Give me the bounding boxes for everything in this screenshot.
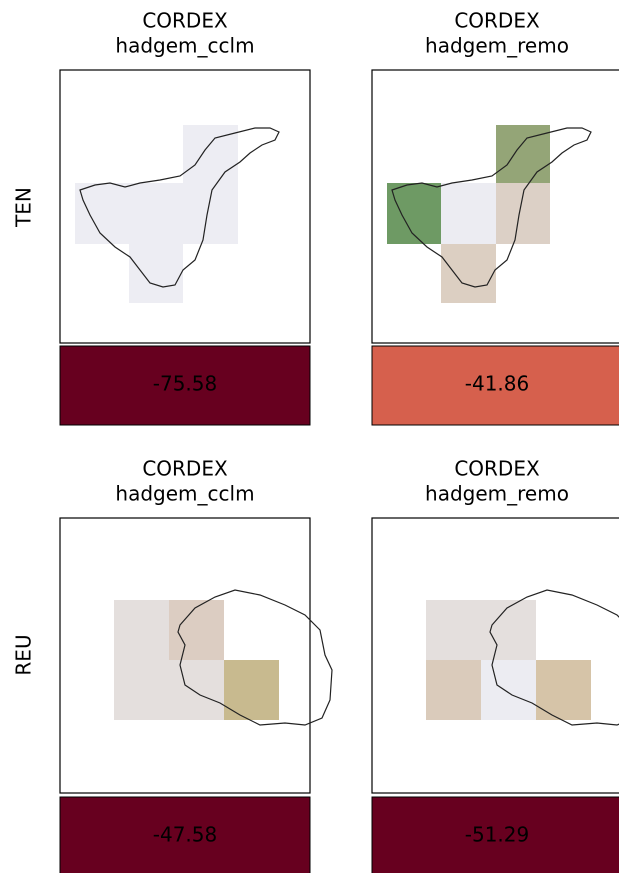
grid-cell bbox=[114, 600, 169, 660]
value-box bbox=[59, 345, 311, 426]
map bbox=[59, 69, 311, 344]
row-label: TEN bbox=[12, 187, 36, 228]
value-box bbox=[371, 796, 619, 873]
grid-cell bbox=[75, 183, 238, 244]
map-frame bbox=[59, 517, 311, 794]
value-box bbox=[371, 345, 619, 426]
map bbox=[371, 69, 619, 344]
grid-cell bbox=[426, 660, 481, 720]
island-outline bbox=[391, 127, 592, 288]
value-label: -41.86 bbox=[465, 372, 529, 396]
map-frame bbox=[59, 69, 311, 344]
grid-cell bbox=[224, 660, 279, 720]
grid-cell bbox=[129, 244, 183, 303]
value-label: -47.58 bbox=[153, 823, 217, 847]
grid-cell bbox=[169, 600, 224, 660]
grid-cell bbox=[441, 183, 496, 244]
value-label: -75.58 bbox=[153, 372, 217, 396]
grid-cell bbox=[441, 244, 496, 303]
panel-subtitle: hadgem_cclm bbox=[115, 34, 254, 58]
map-frame bbox=[371, 69, 619, 344]
island-outline bbox=[489, 589, 619, 726]
grid-cell bbox=[426, 600, 536, 660]
row-label: REU bbox=[12, 634, 36, 675]
panel-subtitle: hadgem_remo bbox=[425, 482, 569, 506]
grid-cell bbox=[536, 660, 591, 720]
panel-subtitle: hadgem_cclm bbox=[115, 482, 254, 506]
island-outline bbox=[79, 127, 280, 288]
map-frame bbox=[371, 517, 619, 794]
panel-title: CORDEX bbox=[142, 9, 228, 33]
panel-title: CORDEX bbox=[454, 9, 540, 33]
map bbox=[59, 517, 333, 794]
panel-title: CORDEX bbox=[142, 457, 228, 481]
grid-cell bbox=[114, 660, 224, 720]
panel-title: CORDEX bbox=[454, 457, 540, 481]
grid-cell bbox=[387, 183, 441, 244]
panel-subtitle: hadgem_remo bbox=[425, 34, 569, 58]
grid-cell bbox=[481, 660, 536, 720]
value-label: -51.29 bbox=[465, 823, 529, 847]
value-box bbox=[59, 796, 311, 873]
island-outline bbox=[177, 589, 333, 726]
map bbox=[371, 517, 619, 794]
